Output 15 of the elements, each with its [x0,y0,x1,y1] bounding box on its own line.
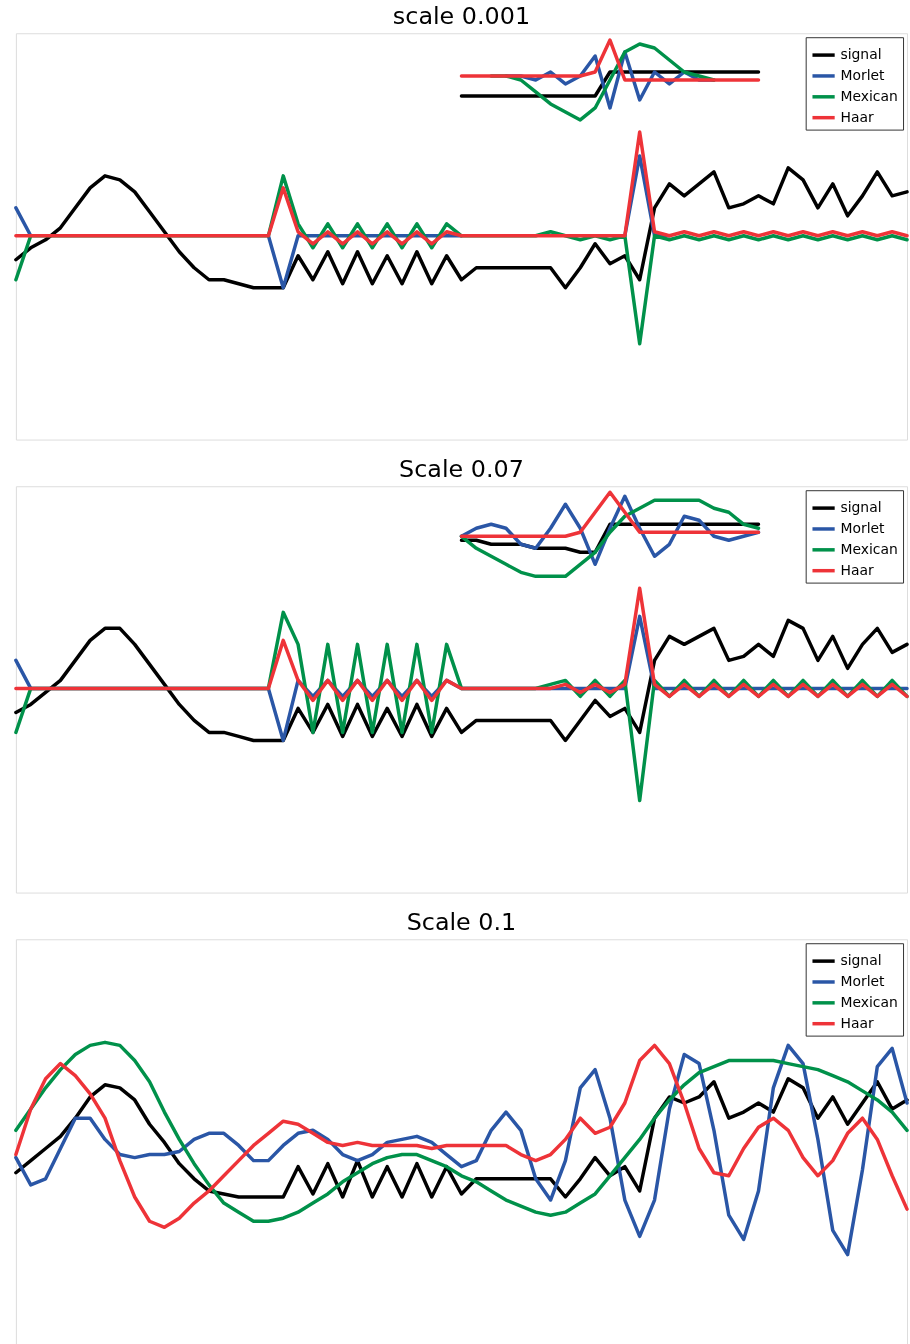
legend-label: Haar [840,1014,874,1031]
chart-title: scale 0.001 [392,2,531,31]
legend-label: signal [840,499,882,516]
legend-label: Mexican [840,87,898,104]
legend-label: Morlet [840,972,886,989]
legend-label: Mexican [840,993,898,1010]
legend-label: Haar [840,108,874,125]
legend-label: signal [840,46,882,63]
legend-label: Mexican [840,540,898,557]
legend-label: Morlet [840,519,886,536]
chart-title: Scale 0.1 [406,908,517,937]
legend-label: Haar [840,561,874,578]
chart-title: Scale 0.07 [399,455,524,484]
legend-label: signal [840,952,882,969]
legend-label: Morlet [840,66,886,83]
